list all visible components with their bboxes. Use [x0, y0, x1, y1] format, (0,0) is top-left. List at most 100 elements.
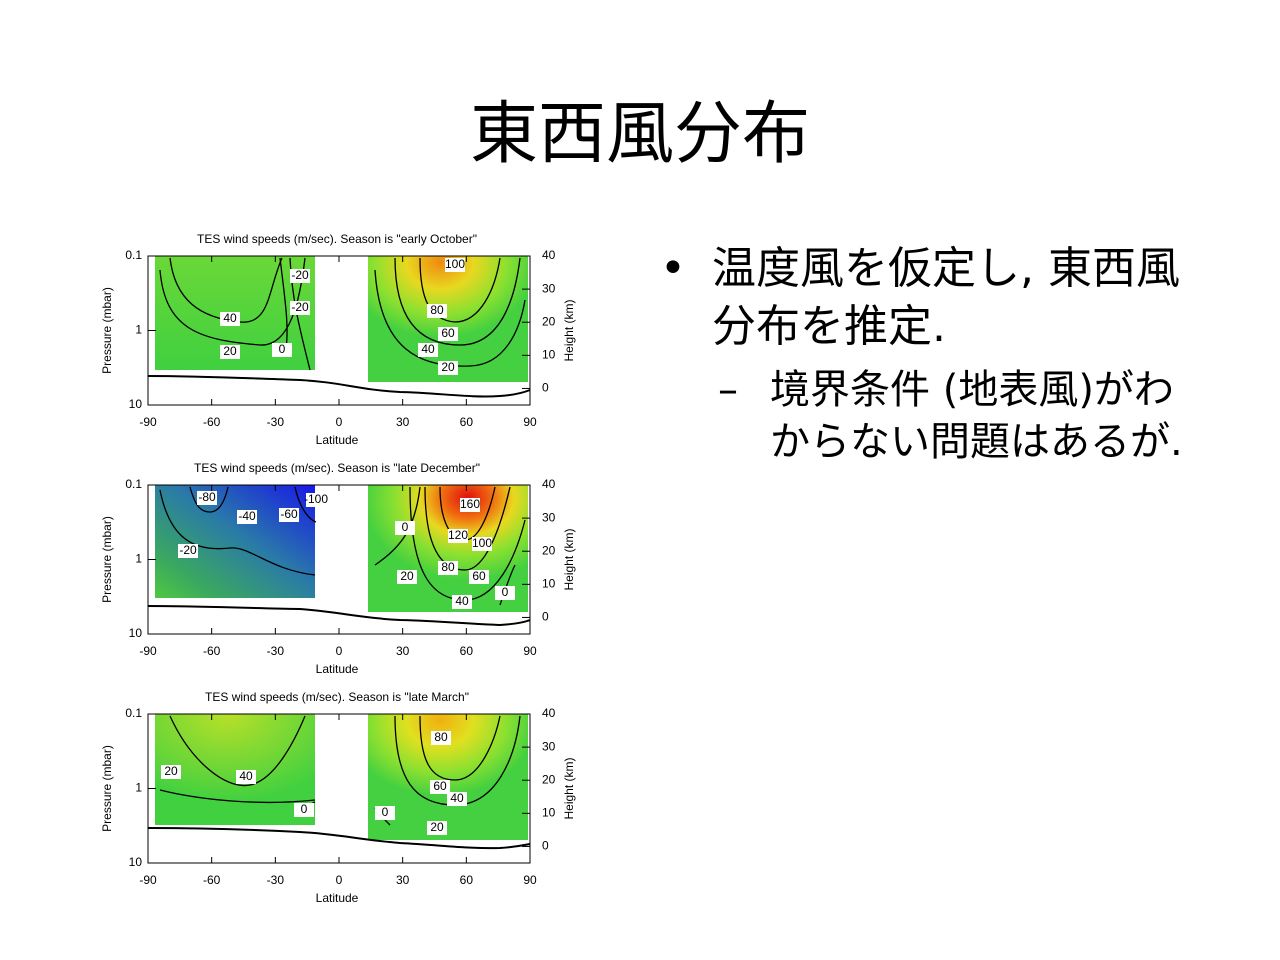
contour-label: -100	[304, 492, 328, 506]
contour-label-bg	[279, 508, 299, 522]
x-tick-label: 90	[523, 415, 537, 429]
x-tick-label: 30	[396, 415, 410, 429]
contour-label: 40	[455, 594, 469, 608]
contour-line	[294, 486, 317, 523]
contour-label-bg	[375, 806, 395, 820]
x-tick-label: -30	[267, 644, 285, 658]
contour-label-bg	[438, 361, 458, 375]
contour-label: 160	[460, 497, 480, 511]
chart-title: TES wind speeds (m/sec). Season is "late…	[194, 461, 480, 475]
y-tick-label: 1	[135, 781, 142, 795]
y2-tick-label: 0	[542, 610, 549, 624]
bullet-list: 温度風を仮定し, 東西風分布を推定. 境界条件 (地表風)がわからない問題はある…	[660, 240, 1200, 468]
y2-tick-label: 30	[542, 281, 556, 295]
bullet: 温度風を仮定し, 東西風分布を推定.	[660, 240, 1200, 356]
contour-label: 100	[472, 536, 492, 550]
y2-tick-label: 40	[542, 706, 556, 720]
y2-axis-label: Height (km)	[562, 528, 576, 590]
contour-label: -40	[238, 509, 256, 523]
chart-title: TES wind speeds (m/sec). Season is "earl…	[197, 232, 477, 246]
contour-label-bg	[220, 345, 240, 359]
y-tick-label: 1	[135, 552, 142, 566]
y-tick-label: 10	[129, 397, 143, 411]
contour-label: 40	[223, 311, 237, 325]
contour-label-bg	[430, 780, 450, 794]
contour-label: 0	[402, 520, 409, 534]
contour-label-bg	[427, 821, 447, 835]
contour-line	[374, 486, 421, 566]
y-tick-label: 10	[129, 855, 143, 869]
y2-axis-label: Height (km)	[562, 299, 576, 361]
contour-label: 0	[279, 342, 286, 356]
y-axis-label: Pressure (mbar)	[100, 287, 114, 374]
contour-label: 40	[450, 791, 464, 805]
y-tick-label: 0.1	[125, 477, 142, 491]
contour-label: 100	[445, 257, 465, 271]
contour-label-bg	[495, 586, 515, 600]
x-tick-label: -60	[203, 644, 221, 658]
x-tick-label: -30	[267, 415, 285, 429]
y2-axis-label: Height (km)	[562, 757, 576, 819]
x-tick-label: 0	[336, 415, 343, 429]
y-tick-label: 0.1	[125, 706, 142, 720]
contour-label: 80	[441, 560, 455, 574]
x-tick-label: 60	[460, 644, 474, 658]
contour-line	[419, 715, 501, 781]
surface-line	[147, 605, 531, 627]
contour-label: 60	[472, 569, 486, 583]
contour-line	[159, 789, 316, 804]
x-tick-label: 30	[396, 644, 410, 658]
x-tick-label: -90	[139, 415, 157, 429]
x-tick-label: 90	[523, 644, 537, 658]
y-tick-label: 0.1	[125, 248, 142, 262]
contour-label: 20	[441, 360, 455, 374]
contour-label-bg	[395, 521, 415, 535]
contour-label: -80	[198, 490, 216, 504]
y2-tick-label: 0	[542, 839, 549, 853]
contour-line	[424, 486, 511, 571]
contour-label-bg	[290, 301, 310, 315]
contour-label: 20	[164, 764, 178, 778]
x-tick-label: 60	[460, 873, 474, 887]
x-axis-label: Latitude	[316, 891, 359, 905]
contour-label-bg	[178, 544, 198, 558]
surface-line	[147, 827, 531, 850]
contour-label: 80	[430, 303, 444, 317]
contour-label: 60	[441, 326, 455, 340]
x-axis-label: Latitude	[316, 662, 359, 676]
contour-label-bg	[418, 343, 438, 357]
contour-label-bg	[294, 803, 314, 817]
contour-label: 0	[502, 585, 509, 599]
x-tick-label: -30	[267, 873, 285, 887]
contour-label: 0	[382, 805, 389, 819]
contour-line	[394, 257, 521, 346]
contour-label: 40	[421, 342, 435, 356]
contour-label-bg	[445, 258, 465, 272]
y-tick-label: 1	[135, 323, 142, 337]
contour-label: 120	[448, 528, 468, 542]
contour-label: 20	[400, 569, 414, 583]
contour-label: -60	[280, 507, 298, 521]
contour-label: 20	[430, 820, 444, 834]
x-tick-label: -60	[203, 415, 221, 429]
x-tick-label: 0	[336, 644, 343, 658]
y-axis-label: Pressure (mbar)	[100, 516, 114, 603]
contour-line	[159, 257, 306, 346]
x-tick-label: 90	[523, 873, 537, 887]
contour-label: 60	[433, 779, 447, 793]
x-tick-label: 60	[460, 415, 474, 429]
contour-label-bg	[438, 327, 458, 341]
y2-tick-label: 10	[542, 577, 556, 591]
contour-line	[169, 715, 306, 787]
contour-label-bg	[306, 493, 326, 507]
chart-title: TES wind speeds (m/sec). Season is "late…	[205, 690, 469, 704]
contour-label-bg	[272, 343, 292, 357]
contour-label-bg	[427, 304, 447, 318]
contour-label-bg	[236, 770, 256, 784]
contour-label: 40	[239, 769, 253, 783]
contour-line	[419, 257, 501, 323]
y2-tick-label: 30	[542, 739, 556, 753]
y2-tick-label: 20	[542, 772, 556, 786]
sub-bullet: 境界条件 (地表風)がわからない問題はあるが.	[718, 364, 1200, 468]
